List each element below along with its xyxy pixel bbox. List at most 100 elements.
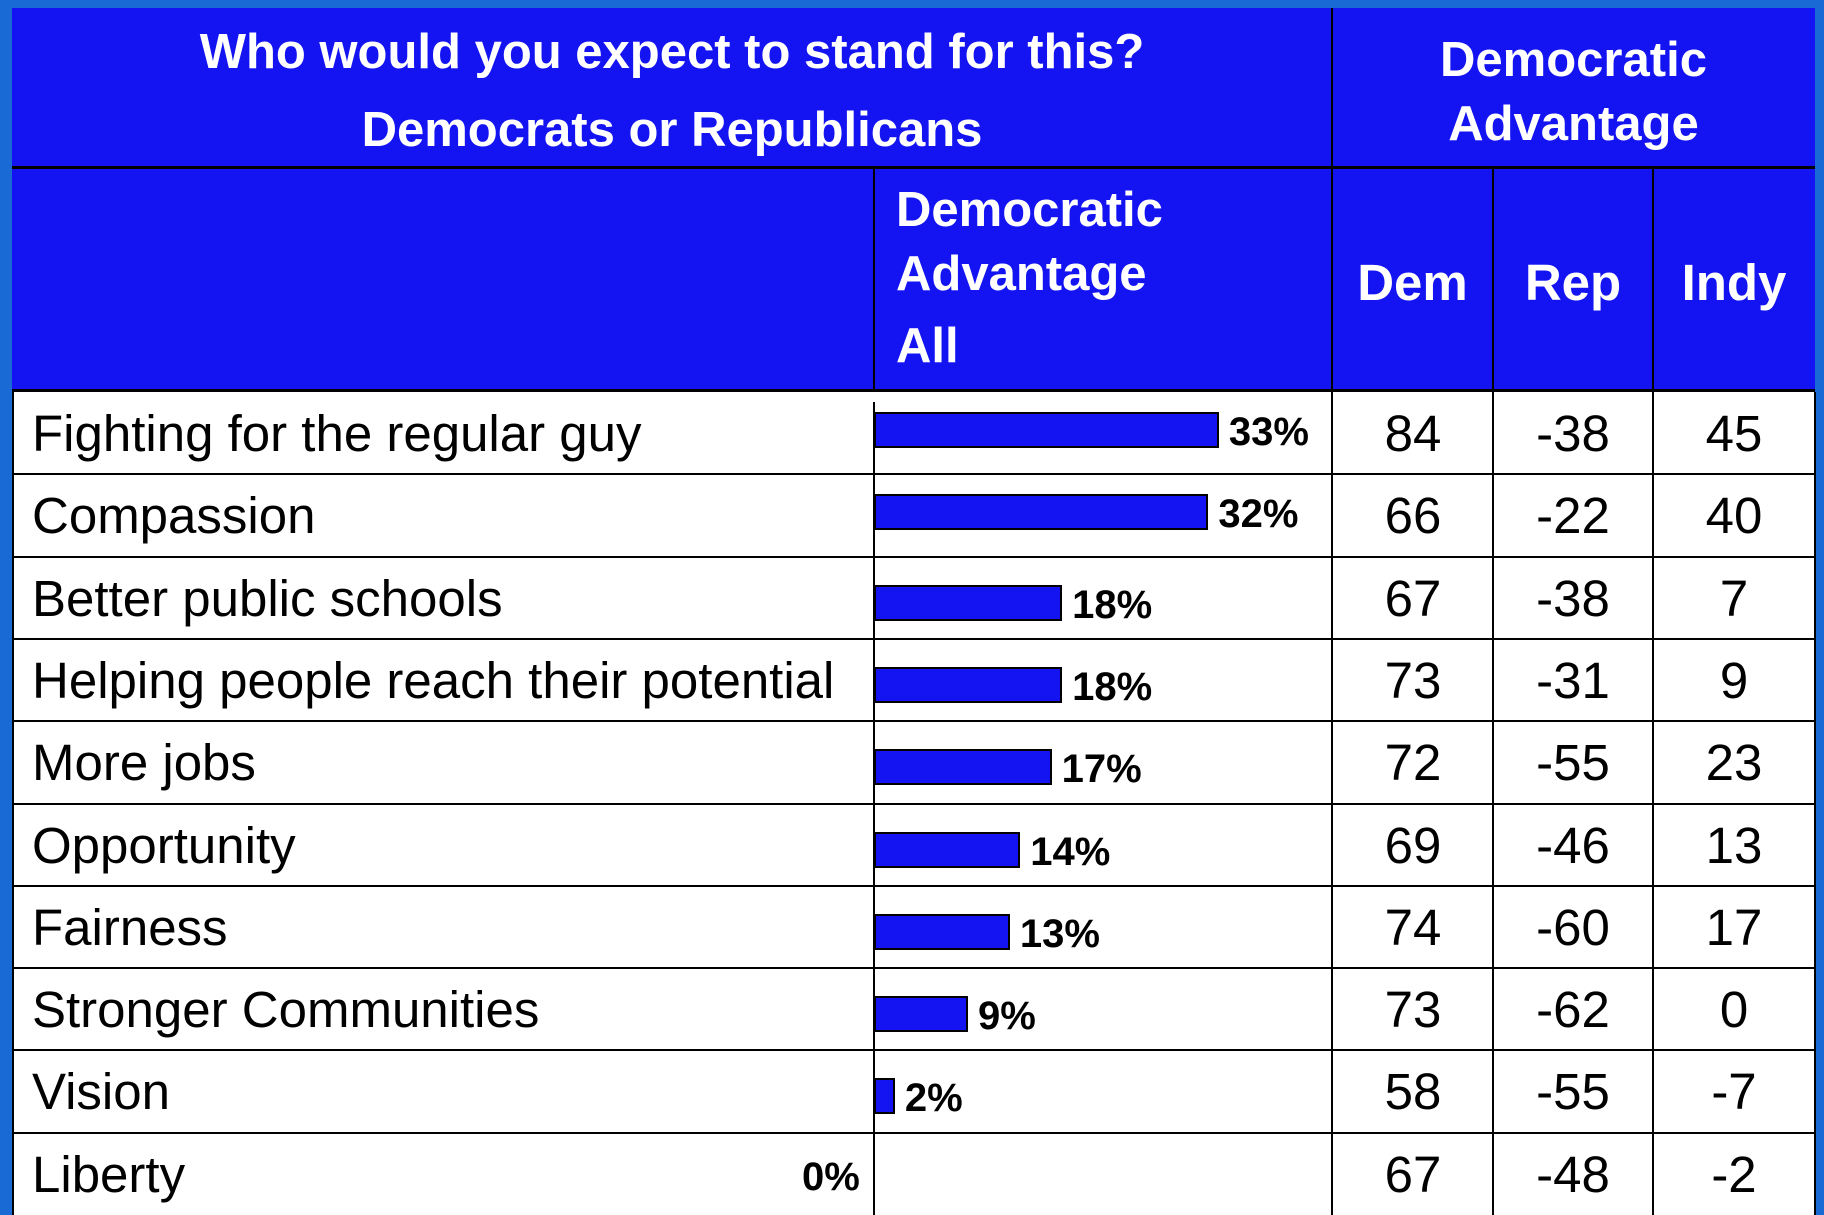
indy-column-header: Indy — [1653, 168, 1815, 390]
header-separator-v3 — [1492, 168, 1494, 390]
bar-value-label: 17% — [1061, 747, 1142, 792]
cell-rep: -22 — [1536, 487, 1610, 545]
header-separator-h — [12, 166, 1815, 169]
empty-header-cell — [12, 168, 874, 390]
row-label: Vision — [32, 1063, 170, 1121]
dem-column-header: Dem — [1332, 168, 1493, 390]
cell-dem: 67 — [1384, 1145, 1442, 1203]
cell-rep: -38 — [1536, 569, 1610, 627]
header-separator-v4 — [1652, 168, 1654, 390]
bar — [874, 831, 1021, 868]
row-separator — [12, 967, 1815, 970]
row-label: Stronger Communities — [32, 981, 540, 1039]
cell-rep: -48 — [1536, 1145, 1610, 1203]
row-label: Fairness — [32, 898, 228, 956]
cell-indy: 9 — [1719, 651, 1749, 709]
cell-dem: 73 — [1384, 981, 1442, 1039]
cell-indy: 7 — [1719, 569, 1749, 627]
header-separator-v1 — [1331, 8, 1333, 390]
cell-indy: 23 — [1705, 734, 1763, 792]
row-label: Liberty — [32, 1145, 186, 1203]
row-separator — [12, 473, 1815, 476]
body-right-border — [1814, 392, 1816, 1215]
bar — [874, 749, 1052, 786]
row-separator — [12, 802, 1815, 805]
bar-axis — [873, 402, 875, 1215]
bar-value-label: 18% — [1072, 664, 1153, 709]
cell-indy: 13 — [1705, 816, 1763, 874]
cell-dem: 69 — [1384, 816, 1442, 874]
cell-rep: -31 — [1536, 651, 1610, 709]
row-separator — [12, 555, 1815, 558]
rep-header-label: Rep — [1524, 254, 1622, 311]
cell-rep: -38 — [1536, 405, 1610, 462]
bar — [874, 666, 1063, 703]
bar — [874, 412, 1219, 448]
bar — [874, 584, 1063, 621]
row-separator — [12, 1131, 1815, 1134]
dem-header-label: Dem — [1357, 254, 1468, 311]
row-separator — [12, 720, 1815, 723]
all-header-line-2: Advantage — [896, 247, 1147, 301]
body-left-border — [12, 392, 14, 1215]
col-separator-1 — [1331, 392, 1333, 1215]
bar-value-label: 32% — [1218, 492, 1299, 537]
cell-dem: 74 — [1384, 898, 1442, 956]
group-header-line-1: Democratic — [1440, 33, 1707, 87]
bar-value-label: 33% — [1228, 410, 1309, 454]
bar-value-label: 2% — [904, 1076, 963, 1121]
cell-indy: 0 — [1719, 981, 1749, 1039]
cell-dem: 73 — [1384, 651, 1442, 709]
bar — [874, 1078, 895, 1115]
header-separator-v2 — [873, 168, 875, 390]
cell-indy: 45 — [1705, 405, 1763, 462]
bar-value-label: 18% — [1072, 582, 1153, 627]
row-separator — [12, 637, 1815, 640]
row-separator — [12, 1049, 1815, 1052]
indy-header-label: Indy — [1681, 254, 1787, 311]
cell-rep: -55 — [1536, 1063, 1610, 1121]
frame-left — [0, 0, 12, 1215]
group-header-line-2: Advantage — [1448, 97, 1699, 151]
title-cell: Who would you expect to stand for this? … — [12, 8, 1332, 168]
bar-value-label: 0% — [802, 1154, 860, 1199]
cell-dem: 84 — [1384, 405, 1442, 462]
cell-indy: -7 — [1711, 1063, 1757, 1121]
row-label: Helping people reach their potential — [32, 651, 835, 709]
all-header-line-3: All — [896, 319, 959, 373]
col-separator-2 — [1492, 392, 1494, 1215]
row-label: Compassion — [32, 487, 316, 545]
title-line-1: Who would you expect to stand for this? — [199, 25, 1145, 79]
all-header-line-1: Democratic — [896, 183, 1163, 237]
row-label: Fighting for the regular guy — [32, 405, 642, 462]
row-label: Opportunity — [32, 816, 296, 874]
row-separator — [12, 884, 1815, 887]
all-column-header: Democratic Advantage All — [874, 168, 1332, 390]
frame-right — [1815, 0, 1824, 1215]
header-bottom-border — [12, 389, 1815, 392]
bar — [874, 996, 969, 1033]
cell-rep: -46 — [1536, 816, 1610, 874]
bar-value-label: 13% — [1019, 911, 1100, 956]
bar-value-label: 9% — [978, 994, 1036, 1039]
cell-dem: 72 — [1384, 734, 1442, 792]
dem-advantage-group-header: Democratic Advantage — [1332, 8, 1815, 168]
bar-value-label: 14% — [1030, 829, 1111, 874]
cell-rep: -55 — [1536, 734, 1610, 792]
cell-dem: 66 — [1384, 487, 1442, 545]
bar — [874, 913, 1010, 950]
title-line-2: Democrats or Republicans — [361, 103, 983, 157]
cell-indy: 40 — [1705, 487, 1763, 545]
col-separator-3 — [1652, 392, 1654, 1215]
frame-top — [0, 0, 1824, 8]
row-label: More jobs — [32, 734, 256, 792]
row-label: Better public schools — [32, 569, 503, 627]
bar — [874, 494, 1209, 531]
rep-column-header: Rep — [1493, 168, 1653, 390]
cell-indy: -2 — [1711, 1145, 1757, 1203]
cell-dem: 67 — [1384, 569, 1442, 627]
cell-rep: -62 — [1536, 981, 1610, 1039]
cell-rep: -60 — [1536, 898, 1610, 956]
cell-indy: 17 — [1705, 898, 1763, 956]
